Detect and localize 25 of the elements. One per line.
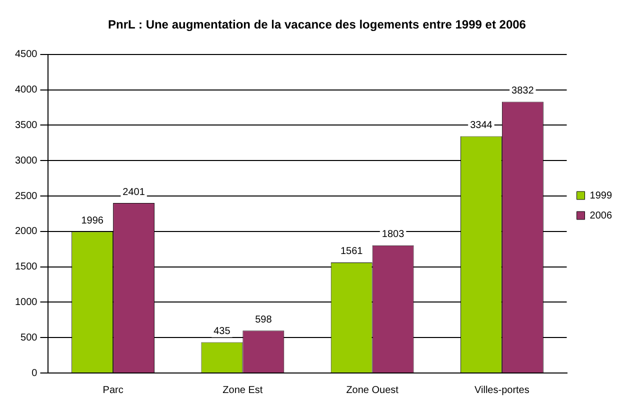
legend-label: 2006: [590, 210, 612, 222]
x-tick-label: Parc: [102, 384, 124, 396]
data-label: 3832: [512, 85, 534, 96]
x-tick-label: Zone Est: [222, 384, 263, 396]
y-tick-label: 1500: [14, 262, 38, 273]
x-tick-label: Zone Ouest: [346, 384, 399, 396]
data-label: 1561: [340, 246, 364, 258]
y-tick-label: 0: [32, 368, 38, 379]
y-tick-label: 4500: [14, 49, 38, 60]
y-tick-label: 3500: [14, 120, 38, 131]
legend-label: 1999: [590, 190, 612, 202]
data-label: 3344: [470, 120, 493, 131]
chart-title: PnrL : Une augmentation de la vacance des logements entre 1999 et 2006: [108, 18, 526, 32]
y-tick-label: 4000: [14, 84, 38, 96]
y-tick-label: 2000: [14, 226, 38, 238]
data-label: 2401: [122, 186, 146, 198]
y-tick-label: 1000: [14, 296, 38, 308]
data-label: 435: [214, 326, 231, 337]
data-label: 598: [255, 314, 272, 326]
y-tick-label: 2500: [14, 190, 38, 202]
x-tick-label: Villes-portes: [474, 384, 530, 396]
y-tick-label: 500: [20, 332, 38, 344]
y-tick-label: 3000: [14, 155, 38, 166]
data-label: 1996: [81, 215, 104, 226]
data-label: 1803: [382, 229, 405, 240]
